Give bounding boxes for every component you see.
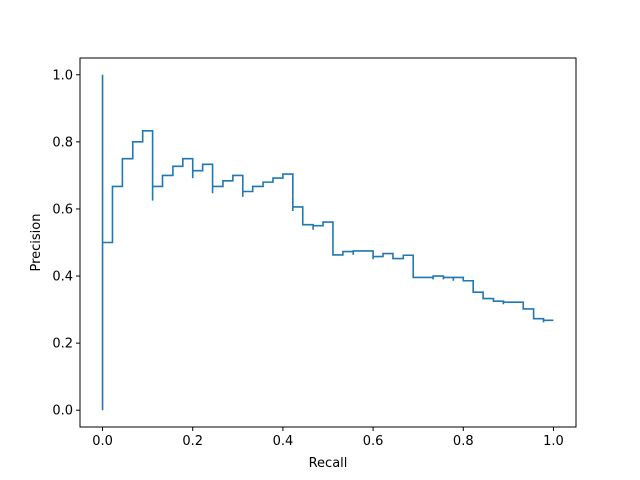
x-tick-label: 0.8 bbox=[453, 434, 474, 449]
y-axis-ticks: 0.0 0.2 0.4 0.6 0.8 1.0 bbox=[52, 68, 80, 419]
y-tick-label: 0.6 bbox=[52, 202, 73, 217]
pr-curve-series-0 bbox=[101, 74, 554, 411]
y-tick-label: 0.4 bbox=[52, 270, 73, 285]
x-tick-label: 0.4 bbox=[273, 434, 294, 449]
y-axis-label: Precision bbox=[29, 213, 44, 271]
x-tick-label: 0.6 bbox=[363, 434, 384, 449]
x-tick-label: 0.0 bbox=[92, 434, 113, 449]
y-tick-label: 0.0 bbox=[52, 404, 73, 419]
x-axis-ticks: 0.0 0.2 0.4 0.6 0.8 1.0 bbox=[92, 427, 564, 449]
plot-area bbox=[101, 74, 554, 411]
x-tick-label: 1.0 bbox=[543, 434, 564, 449]
x-axis-label: Recall bbox=[309, 456, 348, 471]
y-tick-label: 0.2 bbox=[52, 337, 73, 352]
y-tick-label: 0.8 bbox=[52, 135, 73, 150]
y-tick-label: 1.0 bbox=[52, 68, 73, 83]
x-tick-label: 0.2 bbox=[182, 434, 203, 449]
axes-frame bbox=[79, 57, 577, 428]
